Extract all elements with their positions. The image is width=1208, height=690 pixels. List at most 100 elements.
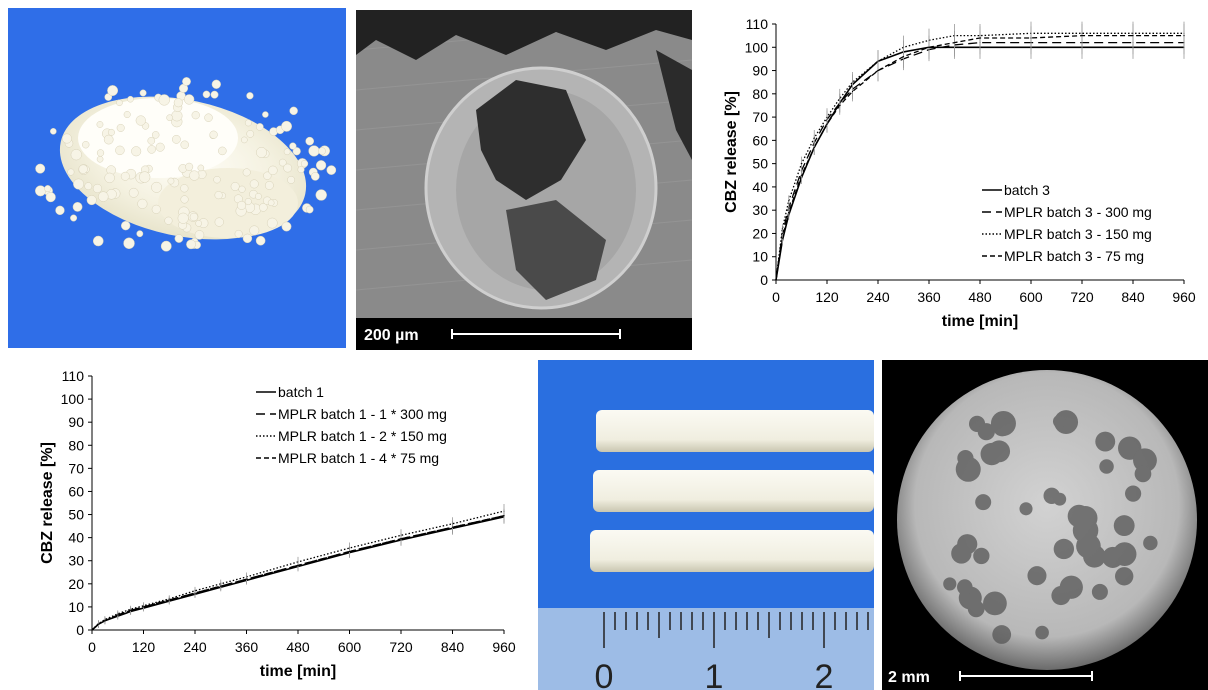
pellet (139, 89, 147, 97)
series-line-2 (91, 515, 505, 631)
data-point (928, 46, 930, 48)
pellet (86, 195, 97, 206)
y-tick-label: 100 (745, 39, 769, 55)
release-chart-batch-1: 0 10 20 30 40 50 60 70 80 90 100 110 0 120 240 360 480 60… (39, 368, 516, 680)
pellet (210, 90, 219, 99)
pellet (268, 165, 278, 176)
pellet (300, 159, 309, 168)
pellet (160, 240, 172, 252)
pellet (96, 155, 104, 163)
data-point (245, 578, 248, 580)
data-point (953, 42, 956, 44)
pellet (72, 202, 83, 212)
y-tick-label: 110 (62, 368, 85, 384)
pellet (297, 166, 305, 174)
y-tick-label: 30 (68, 553, 84, 569)
series-line-3 (91, 510, 505, 631)
data-point (220, 585, 222, 587)
ruler-label-2: 2 (815, 658, 834, 690)
data-point (297, 564, 299, 566)
pellet (315, 189, 327, 201)
pellet (171, 110, 183, 122)
x-tick-label: 960 (1172, 289, 1196, 305)
data-point (826, 123, 828, 125)
data-point (813, 137, 815, 139)
pellet (213, 175, 221, 184)
x-axis-label: time [min] (942, 313, 1018, 330)
pellet (155, 142, 165, 152)
pellet (289, 106, 298, 116)
y-tick-label: 20 (752, 225, 768, 241)
y-tick-label: 20 (68, 576, 84, 592)
pellet (194, 230, 205, 240)
cross-section-photo: 2 mm (882, 360, 1208, 690)
particle-spot (1099, 459, 1114, 474)
legend-label-3: MPLR batch 1 - 2 * 150 mg (278, 428, 447, 444)
pellet (120, 171, 130, 181)
pellet (214, 191, 223, 200)
pellet (262, 111, 269, 118)
pellet (234, 229, 243, 238)
particle-spot (967, 600, 985, 618)
sem-image-panel: 200 µm (356, 10, 692, 350)
x-axis-label: time [min] (260, 663, 336, 680)
particle-spot (1052, 414, 1067, 429)
pellet (67, 168, 75, 176)
pellet (242, 233, 253, 244)
x-tick-label: 0 (88, 639, 96, 655)
particle-spot (1114, 567, 1134, 586)
cross-section-image: 2 mm (882, 360, 1208, 690)
series-line-4 (91, 515, 505, 631)
x-tick-label: 600 (338, 639, 362, 655)
pellet (45, 192, 56, 203)
pellet (131, 146, 142, 157)
pellet (191, 111, 200, 120)
particle-spot (1051, 586, 1071, 606)
pellet (84, 182, 93, 191)
data-point (348, 550, 351, 553)
legend-label-4: MPLR batch 3 - 75 mg (1004, 248, 1144, 264)
pellet (92, 183, 103, 194)
particle-spot (1053, 538, 1075, 560)
data-point (851, 90, 854, 93)
particle-spot (1053, 492, 1067, 506)
pellet (310, 172, 320, 181)
pellet (214, 217, 224, 227)
x-tick-label: 480 (968, 289, 992, 305)
series-line-3 (775, 32, 1184, 281)
pellet (186, 239, 196, 250)
y-tick-label: 50 (752, 156, 768, 172)
pellet (254, 193, 262, 200)
particle-spot (1019, 502, 1033, 516)
data-point (813, 146, 815, 148)
pellet (147, 145, 156, 154)
pellet (107, 85, 119, 96)
data-point (117, 614, 119, 616)
release-chart-batch-3: 0 10 20 30 40 50 60 70 80 90 100 110 0 120 240 360 480 60… (723, 16, 1196, 330)
particle-spot (1143, 535, 1158, 551)
series-line-1 (91, 516, 505, 631)
sem-image: 200 µm (356, 10, 692, 350)
pellet (128, 187, 139, 198)
x-tick-label: 360 (917, 289, 941, 305)
y-tick-label: 100 (61, 391, 85, 407)
x-tick-label: 360 (235, 639, 259, 655)
pellet (123, 111, 131, 119)
series-line-4 (775, 34, 1184, 281)
data-point (168, 599, 170, 601)
particle-spot (1102, 546, 1124, 568)
cross-section-scale-label: 2 mm (888, 669, 930, 686)
pellet (278, 158, 287, 167)
particle-spot (955, 456, 981, 482)
particle-spot (1095, 431, 1116, 452)
extrudates-image: 0 1 2 (538, 360, 874, 690)
y-tick-label: 60 (68, 483, 84, 499)
pellet (249, 225, 260, 236)
pellet (326, 165, 337, 175)
pellet (264, 181, 274, 190)
particle-spot (957, 579, 973, 595)
pellet (180, 184, 189, 193)
pellet (197, 164, 205, 172)
pellet (238, 185, 246, 193)
pellet (73, 178, 85, 190)
